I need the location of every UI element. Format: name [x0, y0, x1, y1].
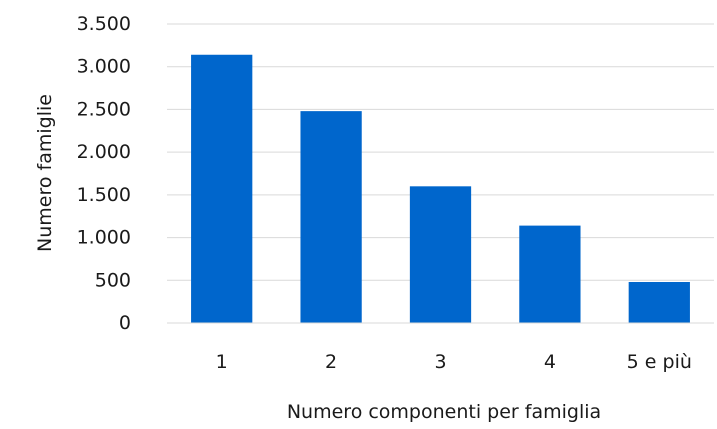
y-tick-label: 2.500 — [77, 98, 131, 120]
x-tick-label: 1 — [216, 351, 228, 373]
y-tick-labels: 0 500 1.000 1.500 2.000 2.500 3.000 3.500 — [77, 13, 131, 334]
bar-3 — [409, 186, 472, 323]
x-tick-label: 5 e più — [627, 351, 692, 373]
y-tick-label: 0 — [119, 312, 131, 334]
bar-5 — [628, 281, 690, 323]
y-tick-label: 3.500 — [77, 13, 131, 35]
y-tick-label: 1.500 — [77, 184, 131, 206]
x-tick-label: 4 — [544, 351, 556, 373]
x-tick-label: 2 — [325, 351, 337, 373]
x-tick-label: 3 — [434, 351, 446, 373]
y-tick-label: 3.000 — [77, 56, 131, 78]
bar-4 — [519, 225, 581, 323]
y-axis-title: Numero famiglie — [34, 94, 56, 252]
y-tick-label: 2.000 — [77, 141, 131, 163]
x-axis-title: Numero componenti per famiglia — [287, 401, 601, 423]
bar-2 — [300, 111, 362, 323]
y-tick-label: 1.000 — [77, 227, 131, 249]
bars — [191, 54, 690, 324]
x-tick-labels: 1 2 3 4 5 e più — [216, 351, 692, 373]
y-tick-label: 500 — [95, 269, 131, 291]
bar-1 — [191, 54, 253, 324]
